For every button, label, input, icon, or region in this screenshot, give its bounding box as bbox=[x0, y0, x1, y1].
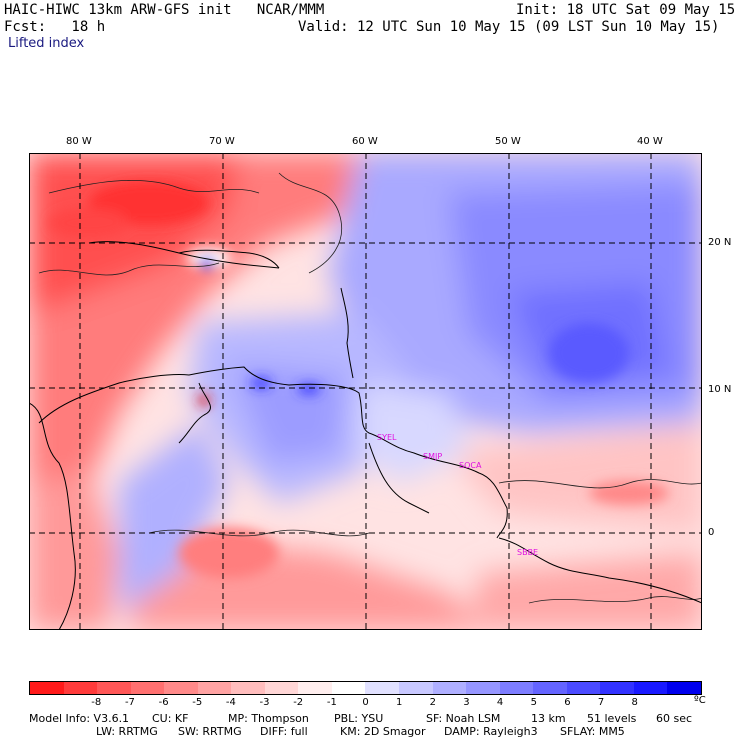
shaded-field bbox=[29, 153, 702, 630]
contours bbox=[38, 172, 702, 604]
station-sbbe: SBBE bbox=[517, 548, 538, 557]
lat-label-20n: 20 N bbox=[708, 237, 732, 248]
colorbar-unit: ºC bbox=[694, 695, 706, 706]
colorbar-tick-label: 7 bbox=[597, 697, 605, 708]
vertical-levels: 51 levels bbox=[587, 712, 637, 725]
microphysics-scheme: MP: Thompson bbox=[228, 712, 309, 725]
lifted-index-map: SYEL SMJP SOCA SBBE bbox=[29, 153, 702, 630]
lon-label-80w: 80 W bbox=[66, 136, 92, 147]
colorbar-swatch bbox=[197, 682, 232, 694]
colorbar-tick-label: 4 bbox=[496, 697, 504, 708]
cumulus-scheme: CU: KF bbox=[152, 712, 189, 725]
lat-label-10n: 10 N bbox=[708, 384, 732, 395]
colorbar-tick-label: 3 bbox=[463, 697, 470, 708]
colorbar-swatch bbox=[264, 682, 299, 694]
colorbar-tick-label: 0 bbox=[362, 697, 369, 708]
colorbar-swatch bbox=[331, 682, 366, 694]
lon-label-50w: 50 W bbox=[495, 136, 521, 147]
colorbar-tick-label: -2 bbox=[293, 697, 304, 708]
colorbar-swatch bbox=[399, 682, 433, 694]
surface-layer-option: SFLAY: MM5 bbox=[560, 725, 625, 738]
model-version: Model Info: V3.6.1 bbox=[29, 712, 130, 725]
lat-lon-grid bbox=[29, 153, 702, 630]
colorbar-swatch bbox=[533, 682, 567, 694]
init-time: Init: 18 UTC Sat 09 May 15 bbox=[516, 2, 736, 18]
colorbar-swatch bbox=[298, 682, 332, 694]
colorbar-swatch bbox=[97, 682, 131, 694]
colorbar-tick-label: -4 bbox=[225, 697, 236, 708]
colorbar-tick-label: 2 bbox=[429, 697, 436, 708]
coastlines bbox=[29, 241, 702, 630]
model-title: HAIC-HIWC 13km ARW-GFS init NCAR/MMM bbox=[4, 2, 325, 18]
pbl-scheme: PBL: YSU bbox=[334, 712, 384, 725]
lon-label-70w: 70 W bbox=[209, 136, 235, 147]
km-option: KM: 2D Smagor bbox=[340, 725, 426, 738]
colorbar-swatch bbox=[600, 682, 634, 694]
shortwave-scheme: SW: RRTMG bbox=[178, 725, 242, 738]
longwave-scheme: LW: RRTMG bbox=[96, 725, 158, 738]
diffusion-option: DIFF: full bbox=[260, 725, 308, 738]
colorbar-tick-label: -5 bbox=[192, 697, 203, 708]
colorbar-tick-label: -6 bbox=[158, 697, 169, 708]
colorbar-swatch bbox=[466, 682, 500, 694]
time-step: 60 sec bbox=[656, 712, 693, 725]
grid-resolution: 13 km bbox=[531, 712, 566, 725]
colorbar-tick-label: 6 bbox=[564, 697, 571, 708]
field-name: Lifted index bbox=[8, 36, 85, 51]
colorbar-swatch bbox=[231, 682, 265, 694]
colorbar-swatch bbox=[164, 682, 198, 694]
colorbar-swatch bbox=[365, 682, 400, 694]
valid-time: Valid: 12 UTC Sun 10 May 15 (09 LST Sun … bbox=[298, 19, 720, 35]
forecast-hour: Fcst: 18 h bbox=[4, 19, 106, 35]
lat-label-0: 0 bbox=[708, 527, 715, 538]
colorbar-swatch bbox=[566, 682, 601, 694]
colorbar-swatch bbox=[667, 682, 701, 694]
colorbar-tick-label: -7 bbox=[124, 697, 135, 708]
surface-scheme: SF: Noah LSM bbox=[426, 712, 501, 725]
colorbar-tick-label: 8 bbox=[631, 697, 638, 708]
colorbar-tick-label: 1 bbox=[395, 697, 403, 708]
colorbar-swatch bbox=[130, 682, 165, 694]
colorbar-swatch bbox=[432, 682, 467, 694]
station-syel: SYEL bbox=[377, 433, 397, 442]
lon-label-40w: 40 W bbox=[637, 136, 663, 147]
station-smjp: SMJP bbox=[423, 452, 442, 461]
colorbar-tick-label: -8 bbox=[91, 697, 102, 708]
colorbar-tick-label: -3 bbox=[259, 697, 270, 708]
colorbar bbox=[29, 681, 702, 695]
colorbar-swatch bbox=[63, 682, 98, 694]
colorbar-swatch bbox=[30, 682, 64, 694]
colorbar-swatch bbox=[499, 682, 534, 694]
lon-label-60w: 60 W bbox=[352, 136, 378, 147]
colorbar-tick-label: 5 bbox=[530, 697, 537, 708]
colorbar-swatch bbox=[633, 682, 668, 694]
station-soca: SOCA bbox=[459, 461, 482, 470]
damping-option: DAMP: Rayleigh3 bbox=[444, 725, 538, 738]
colorbar-tick-label: -1 bbox=[326, 697, 337, 708]
